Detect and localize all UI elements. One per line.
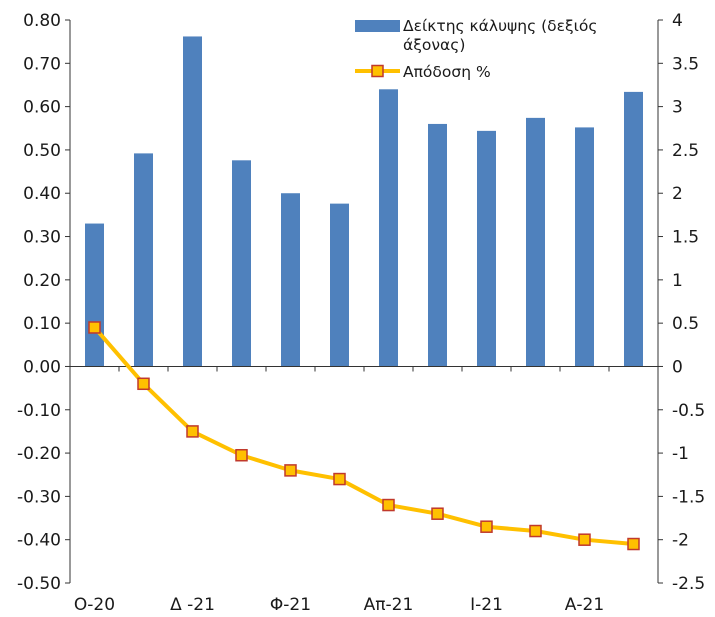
right-tick-label: 0 bbox=[672, 357, 683, 377]
left-tick-label: -0.10 bbox=[17, 401, 61, 421]
line-point bbox=[88, 321, 101, 334]
line-point bbox=[137, 377, 150, 391]
legend-line-marker bbox=[371, 64, 384, 78]
left-tick-label: -0.20 bbox=[17, 444, 61, 464]
left-tick-label: 0.80 bbox=[23, 11, 61, 31]
x-tick-label: Ο-20 bbox=[74, 595, 115, 615]
line-point bbox=[235, 448, 248, 462]
line-series bbox=[88, 321, 640, 551]
right-y-axis: 4 3.5 3 2.5 2 1.5 1 0.5 0 -0.5 -1 -1.5 -2 -2.5 bbox=[657, 11, 705, 594]
right-tick-label: -2.5 bbox=[672, 574, 705, 594]
left-tick-label: 0.10 bbox=[23, 314, 61, 334]
x-tick-label: Ι-21 bbox=[470, 595, 503, 615]
bar bbox=[428, 123, 447, 367]
bar bbox=[575, 127, 594, 367]
bar bbox=[232, 160, 251, 367]
line-point bbox=[382, 498, 395, 512]
line-point bbox=[333, 472, 346, 486]
right-tick-label: -0.5 bbox=[672, 401, 705, 421]
line-path bbox=[92, 326, 634, 547]
bar bbox=[281, 193, 300, 367]
bar bbox=[477, 130, 496, 367]
bar bbox=[330, 203, 349, 367]
legend-bar-label: Δείκτης κάλυψης (δεξιός bbox=[403, 17, 597, 35]
x-axis-labels: Ο-20 Δ -21 Φ-21 Απ-21 Ι-21 Α-21 bbox=[74, 595, 604, 615]
x-tick-label: Φ-21 bbox=[270, 595, 311, 615]
line-point bbox=[529, 524, 542, 538]
line-point bbox=[480, 520, 493, 533]
left-tick-label: 0.40 bbox=[23, 184, 61, 204]
line-point bbox=[578, 533, 591, 546]
left-tick-label: 0.00 bbox=[23, 357, 61, 377]
x-tick-label: Α-21 bbox=[565, 595, 604, 615]
right-tick-label: 2.5 bbox=[672, 141, 699, 161]
left-tick-label: 0.60 bbox=[23, 98, 61, 118]
legend-bar-label: άξονας) bbox=[403, 36, 465, 54]
right-tick-label: 0.5 bbox=[672, 314, 699, 334]
right-tick-label: -1 bbox=[672, 444, 689, 464]
left-tick-label: 0.50 bbox=[23, 141, 61, 161]
legend-line-label: Απόδοση % bbox=[403, 63, 491, 81]
right-tick-label: 3.5 bbox=[672, 54, 699, 74]
left-tick-label: -0.50 bbox=[17, 574, 61, 594]
bar bbox=[526, 117, 545, 367]
bar bbox=[379, 89, 398, 367]
line-point bbox=[627, 537, 640, 551]
x-tick-label: Δ -21 bbox=[170, 595, 215, 615]
line-point bbox=[186, 425, 199, 438]
left-y-axis: 0.80 0.70 0.60 0.50 0.40 0.30 0.20 0.10 0.00 -0.1… bbox=[17, 11, 71, 594]
left-tick-label: -0.30 bbox=[17, 487, 61, 507]
right-tick-label: 3 bbox=[672, 98, 683, 118]
left-tick-label: 0.70 bbox=[23, 54, 61, 74]
bar bbox=[624, 91, 643, 367]
line-point bbox=[284, 464, 297, 477]
left-tick-label: 0.30 bbox=[23, 228, 61, 248]
x-tick-label: Απ-21 bbox=[364, 595, 414, 615]
bar-series bbox=[85, 36, 643, 367]
left-tick-label: 0.20 bbox=[23, 271, 61, 291]
right-tick-label: 1 bbox=[672, 271, 683, 291]
bar bbox=[134, 153, 153, 367]
right-tick-label: -2 bbox=[672, 531, 689, 551]
right-tick-label: -1.5 bbox=[672, 487, 705, 507]
right-tick-label: 2 bbox=[672, 184, 683, 204]
right-tick-label: 1.5 bbox=[672, 228, 699, 248]
zero-axis bbox=[69, 365, 659, 372]
legend-bar-swatch bbox=[355, 20, 400, 32]
bar bbox=[183, 36, 202, 367]
left-tick-label: -0.40 bbox=[17, 531, 61, 551]
line-point bbox=[431, 507, 444, 520]
bar bbox=[85, 223, 104, 367]
right-tick-label: 4 bbox=[672, 11, 683, 31]
